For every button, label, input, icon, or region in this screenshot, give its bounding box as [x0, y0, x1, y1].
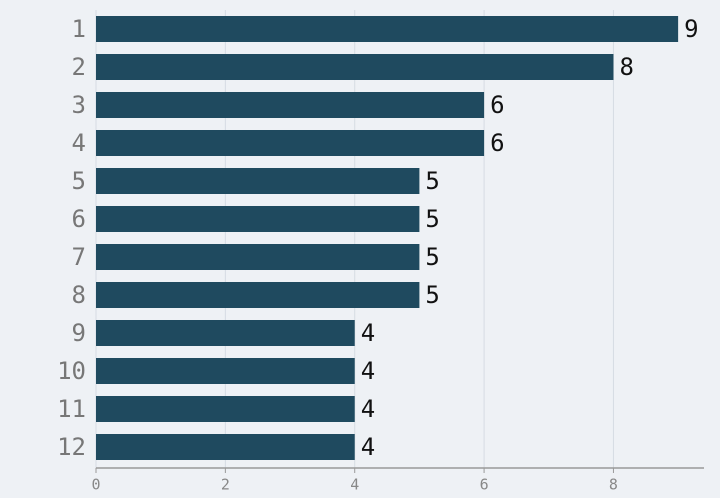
y-tick-label: 12: [57, 433, 86, 461]
value-label: 5: [425, 205, 439, 233]
value-label: 4: [361, 433, 375, 461]
bar: [96, 396, 355, 422]
bar: [96, 320, 355, 346]
bar: [96, 434, 355, 460]
bar: [96, 92, 485, 118]
bar: [96, 130, 485, 156]
x-tick-label: 6: [480, 476, 489, 494]
value-label: 5: [425, 281, 439, 309]
bar: [96, 54, 614, 80]
value-label: 4: [361, 395, 375, 423]
value-label: 5: [425, 243, 439, 271]
y-tick-label: 7: [72, 243, 86, 271]
x-tick-label: 2: [221, 476, 230, 494]
y-tick-label: 3: [72, 91, 86, 119]
value-label: 4: [361, 357, 375, 385]
y-tick-label: 6: [72, 205, 86, 233]
y-tick-label: 2: [72, 53, 86, 81]
y-tick-label: 10: [57, 357, 86, 385]
bar: [96, 282, 420, 308]
x-tick-label: 8: [609, 476, 618, 494]
bar: [96, 206, 420, 232]
value-label: 9: [684, 15, 698, 43]
value-label: 8: [619, 53, 633, 81]
y-tick-label: 5: [72, 167, 86, 195]
y-tick-label: 1: [72, 15, 86, 43]
value-label: 5: [425, 167, 439, 195]
x-tick-label: 4: [350, 476, 359, 494]
y-tick-label: 11: [57, 395, 86, 423]
x-tick-label: 0: [91, 476, 100, 494]
y-tick-label: 4: [72, 129, 86, 157]
y-tick-label: 9: [72, 319, 86, 347]
value-label: 6: [490, 91, 504, 119]
y-tick-label: 8: [72, 281, 86, 309]
value-label: 6: [490, 129, 504, 157]
value-label: 4: [361, 319, 375, 347]
bar: [96, 168, 420, 194]
bar: [96, 16, 679, 42]
bar: [96, 358, 355, 384]
bar: [96, 244, 420, 270]
